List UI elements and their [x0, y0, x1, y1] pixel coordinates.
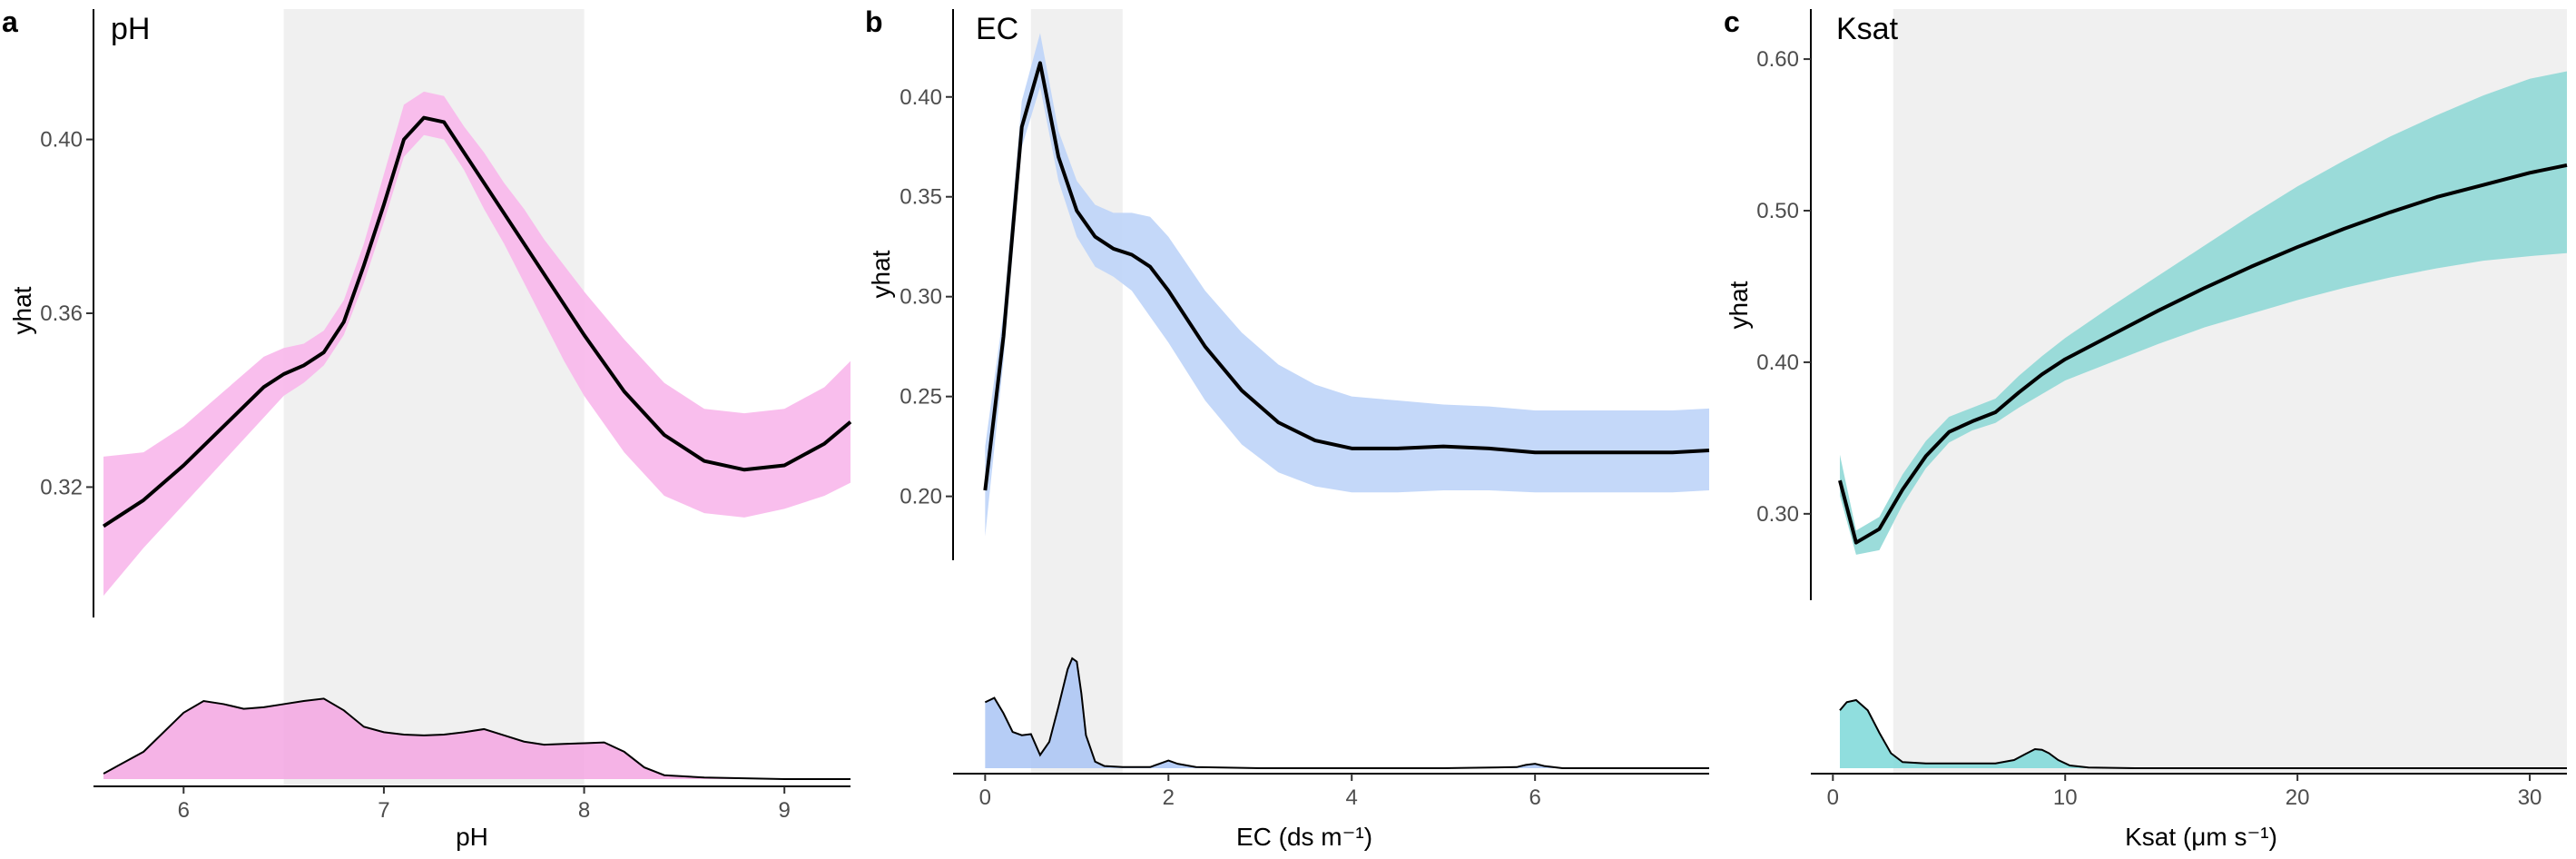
x-tick-label: 6: [1529, 785, 1540, 810]
panel-title: Ksat: [1836, 12, 1899, 46]
x-tick-label: 0: [1827, 785, 1839, 810]
panel-title: EC: [976, 12, 1018, 46]
x-tick-label: 10: [2053, 785, 2078, 810]
plot-layer: 0.32 0.36 0.40 6 7 8 9: [40, 9, 852, 823]
mean-line: [102, 115, 852, 528]
y-tick-label: 0.35: [900, 185, 942, 210]
x-axis-label: pH: [456, 823, 488, 851]
y-tick-label: 0.40: [900, 85, 942, 110]
plot-layer: 0.20 0.25 0.30 0.35 0.40 0 2 4 6: [900, 9, 1710, 810]
x-tick-label: 8: [578, 798, 590, 823]
panel-letter: c: [1724, 5, 1740, 38]
x-tick-label: 7: [378, 798, 389, 823]
panel-c: 0.30 0.40 0.50 0.60 0 10 20 30 c Ksat yhat Ksat…: [1724, 5, 2568, 851]
y-tick-label: 0.60: [1756, 47, 1799, 72]
confidence-band: [103, 91, 851, 597]
confidence-band: [1839, 71, 2567, 555]
mean-line: [1838, 163, 2568, 545]
x-tick-label: 9: [779, 798, 791, 823]
y-tick-label: 0.50: [1756, 199, 1799, 223]
y-tick-label: 0.30: [900, 285, 942, 310]
panel-letter: b: [865, 5, 883, 38]
shaded-range: [283, 9, 585, 786]
y-axis-label: yhat: [8, 286, 36, 334]
x-tick-label: 4: [1346, 785, 1358, 810]
x-tick-label: 0: [979, 785, 991, 810]
y-axis-label: yhat: [867, 250, 895, 298]
shaded-range: [1030, 9, 1123, 774]
x-tick-label: 30: [2518, 785, 2542, 810]
y-tick-label: 0.25: [900, 385, 942, 410]
x-axis-label: Ksat (μm s⁻¹): [2125, 823, 2277, 851]
y-tick-label: 0.20: [900, 485, 942, 509]
y-axis-label: yhat: [1725, 281, 1753, 329]
density-outline: [1839, 698, 2567, 769]
confidence-band: [985, 33, 1709, 537]
x-axis-label: EC (ds m⁻¹): [1236, 823, 1372, 851]
panel-title: pH: [111, 12, 150, 46]
panel-a: 0.32 0.36 0.40 6 7 8 9 a pH yhat pH: [2, 5, 852, 851]
y-tick-label: 0.40: [1756, 351, 1799, 375]
mean-line: [983, 61, 1710, 491]
density-area: [103, 698, 851, 779]
density-outline: [984, 657, 1709, 769]
x-tick-label: 2: [1163, 785, 1175, 810]
density-area: [985, 658, 1709, 768]
y-tick-label: 0.36: [40, 301, 83, 326]
x-tick-label: 6: [178, 798, 190, 823]
density-outline: [103, 697, 850, 780]
plot-layer: 0.30 0.40 0.50 0.60 0 10 20 30: [1756, 9, 2568, 810]
x-tick-label: 20: [2286, 785, 2310, 810]
y-tick-label: 0.40: [40, 128, 83, 153]
panel-letter: a: [2, 5, 18, 38]
panel-b: 0.20 0.25 0.30 0.35 0.40 0 2 4 6 b EC yhat EC (d…: [865, 5, 1710, 851]
y-tick-label: 0.32: [40, 475, 83, 499]
y-tick-label: 0.30: [1756, 502, 1799, 527]
